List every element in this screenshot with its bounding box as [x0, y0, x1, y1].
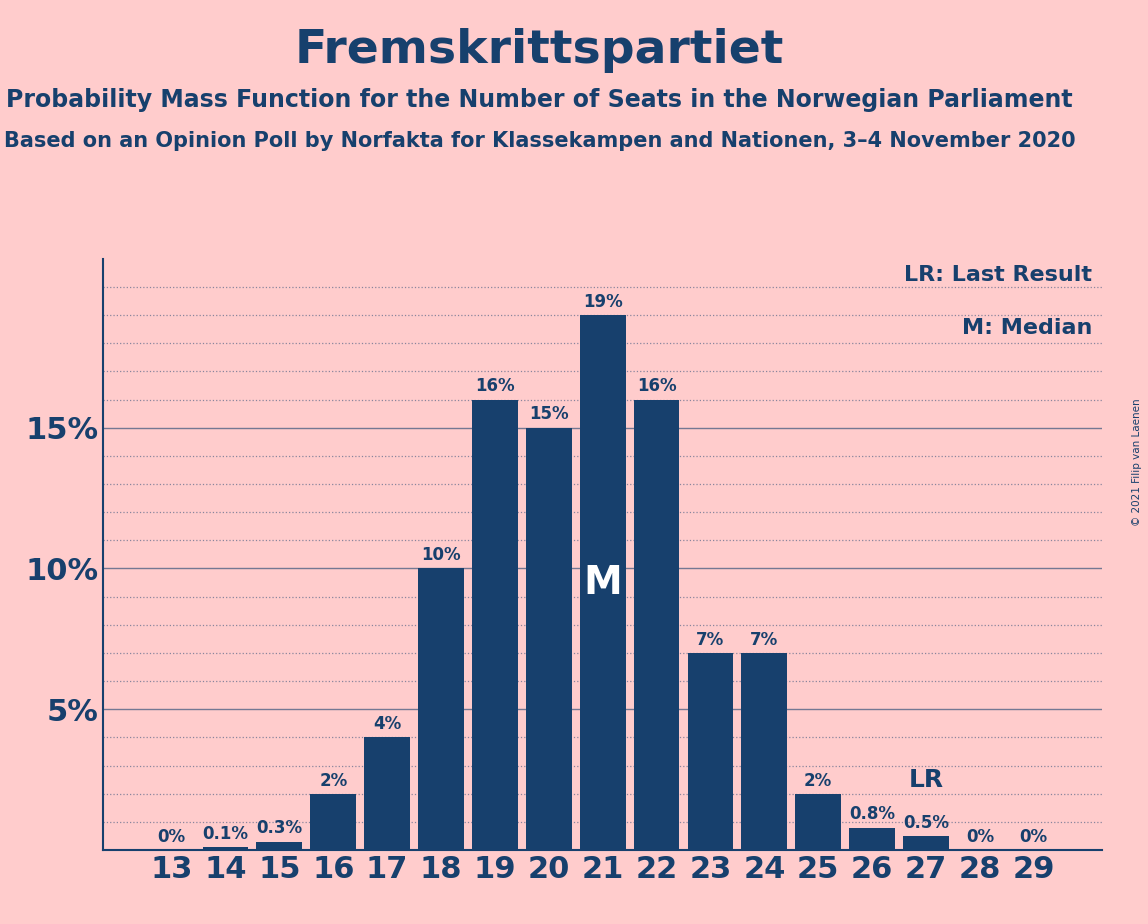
Text: 0%: 0%: [1019, 828, 1048, 845]
Text: Probability Mass Function for the Number of Seats in the Norwegian Parliament: Probability Mass Function for the Number…: [6, 88, 1073, 112]
Text: 7%: 7%: [751, 631, 778, 649]
Bar: [418, 568, 464, 850]
Text: 2%: 2%: [319, 772, 348, 789]
Bar: [202, 847, 248, 850]
Text: 0.3%: 0.3%: [256, 820, 302, 837]
Text: 7%: 7%: [697, 631, 724, 649]
Bar: [256, 842, 302, 850]
Text: 0.1%: 0.1%: [202, 825, 248, 843]
Bar: [310, 794, 356, 850]
Text: M: M: [583, 564, 622, 602]
Text: LR: Last Result: LR: Last Result: [905, 264, 1092, 285]
Bar: [903, 836, 949, 850]
Text: 0%: 0%: [965, 828, 994, 845]
Text: 4%: 4%: [373, 715, 402, 734]
Text: LR: LR: [908, 768, 944, 792]
Bar: [742, 653, 788, 850]
Text: 16%: 16%: [637, 377, 676, 395]
Bar: [688, 653, 734, 850]
Bar: [580, 315, 626, 850]
Text: 2%: 2%: [804, 772, 832, 789]
Text: Fremskrittspartiet: Fremskrittspartiet: [295, 28, 784, 73]
Bar: [796, 794, 841, 850]
Text: 16%: 16%: [475, 377, 514, 395]
Bar: [634, 399, 680, 850]
Text: 0.8%: 0.8%: [850, 806, 895, 823]
Bar: [472, 399, 518, 850]
Text: 0%: 0%: [157, 828, 186, 845]
Text: 10%: 10%: [421, 546, 460, 565]
Text: 0.5%: 0.5%: [903, 814, 949, 832]
Text: 19%: 19%: [583, 293, 622, 310]
Text: Based on an Opinion Poll by Norfakta for Klassekampen and Nationen, 3–4 November: Based on an Opinion Poll by Norfakta for…: [3, 131, 1076, 152]
Bar: [850, 828, 895, 850]
Text: M: Median: M: Median: [962, 318, 1092, 338]
Bar: [526, 428, 572, 850]
Text: © 2021 Filip van Laenen: © 2021 Filip van Laenen: [1132, 398, 1142, 526]
Bar: [364, 737, 410, 850]
Text: 15%: 15%: [529, 406, 568, 423]
